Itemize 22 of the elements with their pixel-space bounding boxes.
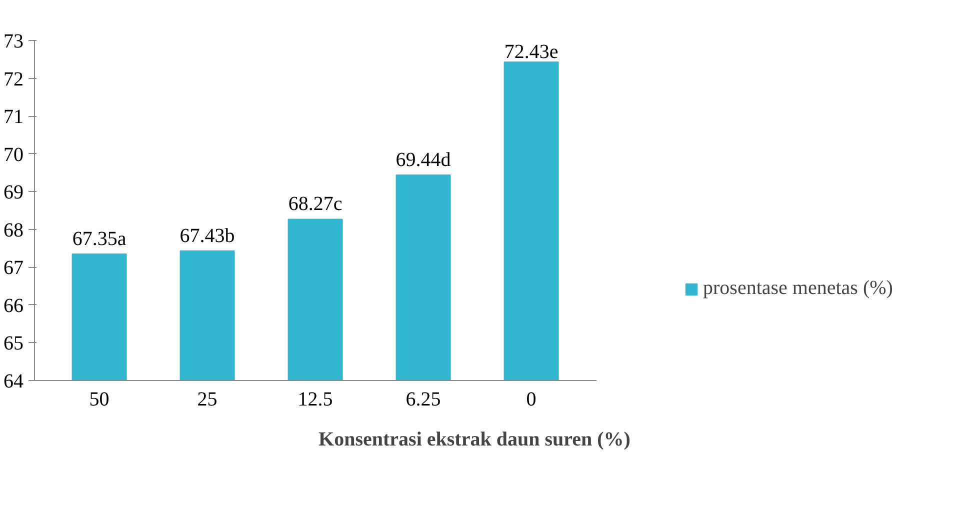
- x-axis-title: Konsentrasi ekstrak daun suren (%): [318, 428, 630, 450]
- y-tick-label: 65: [4, 332, 24, 355]
- data-label: 72.43e: [504, 41, 558, 64]
- y-tick-label: 73: [4, 30, 24, 52]
- x-tick-label: 25: [197, 388, 218, 410]
- y-tick-label: 66: [4, 294, 24, 317]
- x-tick-label: 6.25: [406, 388, 441, 410]
- y-tick-label: 69: [4, 182, 24, 204]
- legend-label: prosentase menetas (%): [703, 277, 893, 300]
- y-tick-label: 67: [4, 257, 24, 280]
- data-label: 67.43b: [180, 224, 235, 247]
- data-label: 68.27c: [288, 193, 342, 216]
- x-tick-label: 0: [526, 388, 536, 410]
- x-tick-label: 50: [89, 388, 110, 410]
- data-label: 67.35a: [72, 228, 126, 250]
- y-tick-label: 72: [4, 68, 24, 90]
- data-label: 69.44d: [396, 148, 451, 171]
- y-tick-label: 71: [4, 106, 24, 128]
- x-tick-label: 12.5: [298, 388, 333, 410]
- y-tick-label: 70: [4, 144, 24, 166]
- y-tick-label: 64: [4, 370, 24, 392]
- y-tick-label: 68: [4, 219, 24, 242]
